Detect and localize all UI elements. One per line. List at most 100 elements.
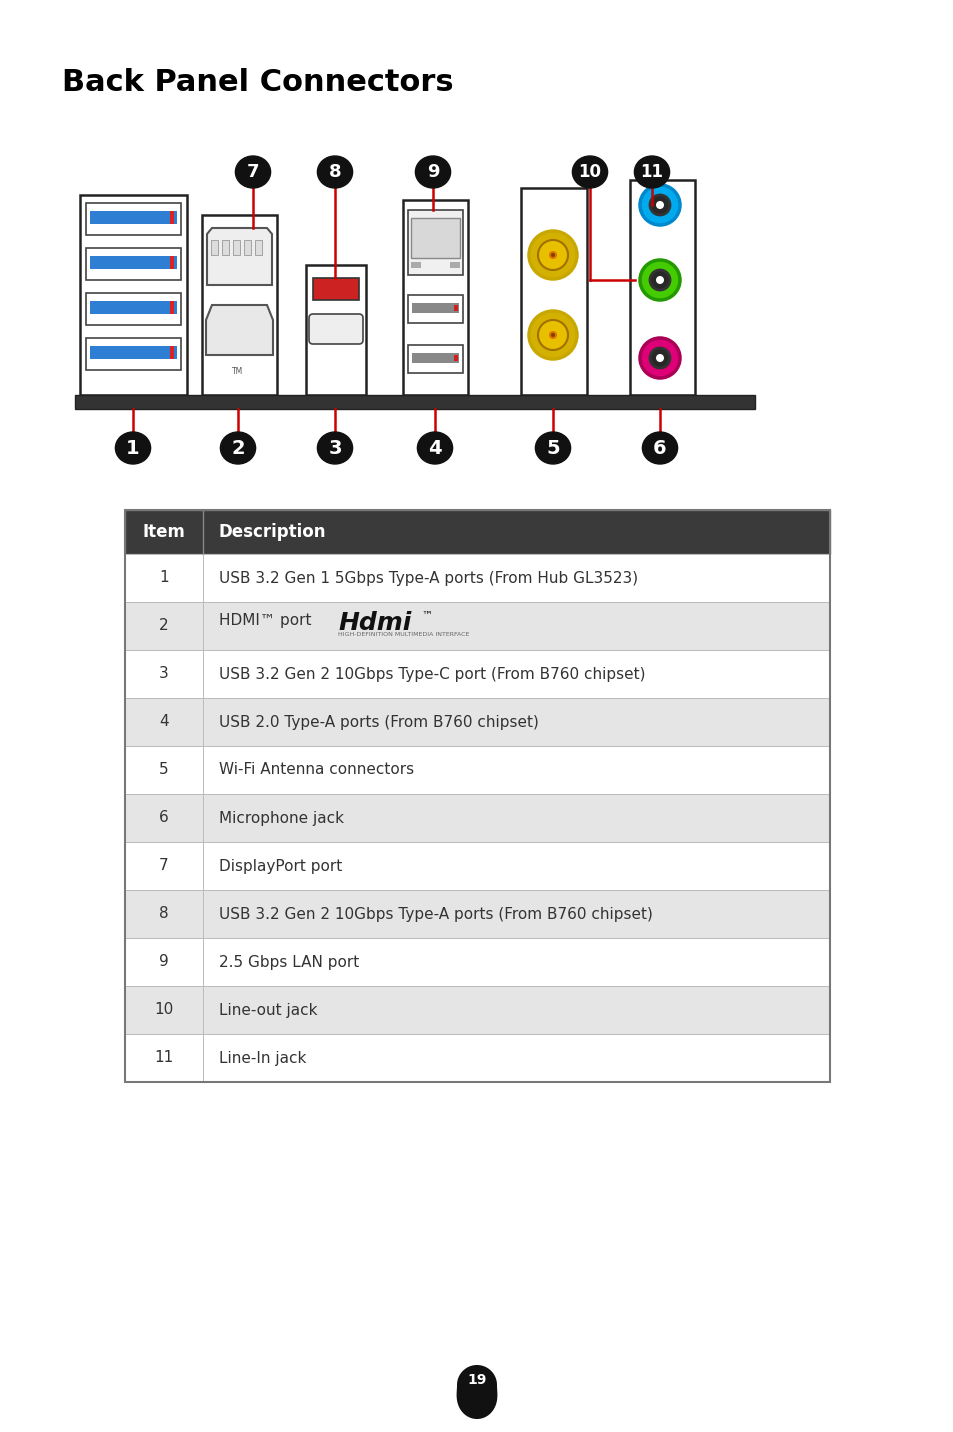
Text: 6: 6: [159, 811, 169, 825]
Circle shape: [649, 348, 669, 368]
Circle shape: [529, 231, 577, 279]
Bar: [86, 338, 181, 369]
Bar: [125, 650, 829, 697]
Bar: [412, 354, 458, 362]
Bar: [75, 395, 754, 410]
Ellipse shape: [115, 432, 151, 464]
Bar: [408, 295, 462, 324]
Text: 3: 3: [159, 666, 169, 682]
Circle shape: [639, 261, 679, 299]
Bar: [86, 203, 181, 235]
Bar: [125, 601, 829, 650]
Circle shape: [548, 251, 557, 259]
Ellipse shape: [235, 156, 271, 188]
Bar: [211, 241, 218, 255]
Text: HIGH-DEFINITION MULTIMEDIA INTERFACE: HIGH-DEFINITION MULTIMEDIA INTERFACE: [337, 633, 469, 637]
Ellipse shape: [641, 432, 677, 464]
Bar: [411, 262, 420, 268]
Text: Item: Item: [142, 523, 185, 541]
Ellipse shape: [220, 432, 255, 464]
Bar: [408, 211, 462, 275]
Bar: [90, 301, 177, 314]
Text: 4: 4: [159, 715, 169, 729]
Circle shape: [656, 354, 663, 362]
Bar: [125, 554, 829, 601]
Bar: [254, 241, 262, 255]
Bar: [90, 256, 177, 269]
Circle shape: [537, 241, 567, 271]
Text: 2.5 Gbps LAN port: 2.5 Gbps LAN port: [219, 955, 359, 969]
Circle shape: [639, 338, 679, 378]
Bar: [125, 842, 829, 891]
Bar: [412, 304, 458, 314]
Text: 7: 7: [159, 859, 169, 874]
Text: 7: 7: [247, 163, 259, 180]
Bar: [411, 218, 459, 258]
Bar: [125, 1034, 829, 1083]
Bar: [454, 305, 457, 311]
Text: 9: 9: [426, 163, 438, 180]
Bar: [222, 241, 229, 255]
Text: 5: 5: [546, 438, 559, 457]
Text: USB 3.2 Gen 1 5Gbps Type-A ports (From Hub GL3523): USB 3.2 Gen 1 5Gbps Type-A ports (From H…: [219, 570, 638, 586]
Bar: [125, 891, 829, 938]
Ellipse shape: [415, 156, 450, 188]
Bar: [170, 347, 173, 359]
Bar: [202, 215, 276, 395]
Text: 5: 5: [159, 762, 169, 778]
Bar: [125, 510, 829, 1083]
Circle shape: [649, 195, 669, 215]
Text: Description: Description: [219, 523, 326, 541]
Circle shape: [537, 319, 567, 349]
Bar: [125, 746, 829, 793]
Text: USB 3.2 Gen 2 10Gbps Type-C port (From B760 chipset): USB 3.2 Gen 2 10Gbps Type-C port (From B…: [219, 666, 645, 682]
Text: 11: 11: [154, 1051, 173, 1065]
Bar: [125, 938, 829, 987]
Text: 11: 11: [639, 163, 662, 180]
Circle shape: [649, 271, 669, 291]
Bar: [233, 241, 240, 255]
Text: DisplayPort port: DisplayPort port: [219, 859, 342, 874]
Text: 3: 3: [328, 438, 341, 457]
Ellipse shape: [572, 156, 607, 188]
Text: Microphone jack: Microphone jack: [219, 811, 344, 825]
Text: 1: 1: [159, 570, 169, 586]
Circle shape: [529, 311, 577, 359]
Bar: [86, 294, 181, 325]
Text: HDMI™ port: HDMI™ port: [219, 613, 312, 629]
Bar: [86, 248, 181, 281]
Bar: [170, 256, 173, 269]
Text: 2: 2: [231, 438, 245, 457]
Text: Back Panel Connectors: Back Panel Connectors: [62, 67, 453, 97]
Text: 1: 1: [126, 438, 140, 457]
Text: 8: 8: [329, 163, 341, 180]
Bar: [244, 241, 251, 255]
Ellipse shape: [634, 156, 669, 188]
FancyBboxPatch shape: [309, 314, 363, 344]
Circle shape: [656, 276, 663, 284]
Text: TM: TM: [233, 367, 243, 377]
Polygon shape: [456, 1365, 497, 1419]
Text: 6: 6: [653, 438, 666, 457]
Text: 9: 9: [159, 955, 169, 969]
Bar: [170, 211, 173, 223]
Polygon shape: [206, 305, 273, 355]
Bar: [80, 195, 187, 395]
Text: Hdmi: Hdmi: [337, 611, 411, 634]
Text: ™: ™: [420, 611, 432, 621]
Circle shape: [551, 253, 555, 256]
Bar: [520, 188, 586, 395]
Bar: [454, 355, 457, 361]
Circle shape: [639, 185, 679, 225]
Bar: [125, 987, 829, 1034]
Bar: [90, 211, 177, 223]
Bar: [313, 278, 358, 299]
Bar: [450, 262, 459, 268]
Text: 8: 8: [159, 906, 169, 922]
Text: Line-out jack: Line-out jack: [219, 1002, 317, 1018]
Ellipse shape: [417, 432, 452, 464]
Bar: [90, 347, 177, 359]
Polygon shape: [207, 228, 272, 285]
Bar: [306, 265, 366, 395]
Bar: [170, 301, 173, 314]
